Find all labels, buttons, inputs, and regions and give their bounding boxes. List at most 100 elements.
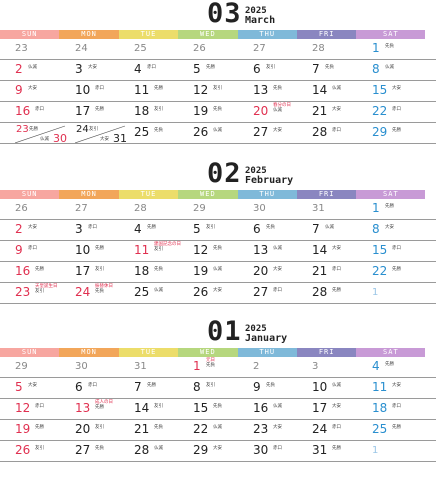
day-cell[interactable]: 25 仏滅 bbox=[134, 283, 192, 303]
day-cell[interactable]: 28 bbox=[134, 199, 192, 219]
day-cell[interactable]: 21 赤口 bbox=[312, 262, 370, 282]
day-cell[interactable]: 1 先負 bbox=[372, 39, 430, 59]
day-cell[interactable]: 22 赤口 bbox=[372, 102, 430, 122]
day-cell[interactable]: 31 bbox=[134, 357, 192, 377]
day-cell[interactable]: 17 先勝 bbox=[75, 102, 133, 122]
day-cell[interactable]: 14 大安 bbox=[312, 241, 370, 261]
day-cell[interactable]: 10 赤口 bbox=[75, 81, 133, 101]
day-cell[interactable]: 18 先負 bbox=[134, 262, 192, 282]
day-cell[interactable]: 8 大安 bbox=[372, 220, 430, 240]
day-cell[interactable]: 23 天皇誕生日 友引 bbox=[15, 283, 73, 303]
day-cell[interactable]: 26 仏滅 bbox=[193, 123, 251, 143]
day-cell[interactable]: 23 大安 bbox=[253, 420, 311, 440]
day-cell[interactable]: 14 仏滅 bbox=[312, 81, 370, 101]
day-cell[interactable]: 7 先負 bbox=[312, 60, 370, 80]
day-cell[interactable]: 2 仏滅 bbox=[15, 60, 73, 80]
day-cell[interactable]: 12 先負 bbox=[193, 241, 251, 261]
day-cell[interactable]: 3 赤口 bbox=[75, 220, 133, 240]
day-cell[interactable]: 9 赤口 bbox=[15, 241, 73, 261]
day-cell[interactable]: 19 仏滅 bbox=[193, 262, 251, 282]
day-cell[interactable]: 25 先勝 bbox=[372, 420, 430, 440]
day-cell[interactable]: 16 先勝 bbox=[15, 262, 73, 282]
day-cell[interactable]: 7 先勝 bbox=[134, 378, 192, 398]
day-cell[interactable]: 20 大安 bbox=[253, 262, 311, 282]
day-cell[interactable]: 27 bbox=[75, 199, 133, 219]
day-cell[interactable]: 16 赤口 bbox=[15, 102, 73, 122]
day-cell[interactable]: 14 友引 bbox=[134, 399, 192, 419]
day-cell[interactable]: 28 bbox=[312, 39, 370, 59]
day-cell[interactable]: 1 先勝 bbox=[372, 199, 430, 219]
day-cell[interactable]: 6 赤口 bbox=[75, 378, 133, 398]
day-cell[interactable]: 27 大安 bbox=[253, 123, 311, 143]
day-cell[interactable]: 10 仏滅 bbox=[312, 378, 370, 398]
day-cell[interactable]: 22 先勝 bbox=[372, 262, 430, 282]
day-cell[interactable]: 3 大安 bbox=[75, 60, 133, 80]
day-cell[interactable]: 18 友引 bbox=[134, 102, 192, 122]
day-cell[interactable]: 2 大安 bbox=[15, 220, 73, 240]
day-cell[interactable]: 26 bbox=[193, 39, 251, 59]
day-cell[interactable]: 27 赤口 bbox=[253, 283, 311, 303]
day-cell[interactable]: 31 bbox=[312, 199, 370, 219]
day-cell[interactable]: 10 先勝 bbox=[75, 241, 133, 261]
day-cell[interactable]: 28 仏滅 bbox=[134, 441, 192, 461]
day-cell[interactable]: 1 元日 先負 bbox=[193, 357, 251, 377]
day-cell[interactable]: 4 先勝 bbox=[372, 357, 430, 377]
day-cell[interactable]: 29 bbox=[15, 357, 73, 377]
day-cell[interactable]: 21 先負 bbox=[134, 420, 192, 440]
day-cell[interactable]: 24 友引 31 大安 bbox=[75, 123, 133, 145]
day-cell[interactable]: 8 仏滅 bbox=[372, 60, 430, 80]
day-cell[interactable]: 28 先勝 bbox=[312, 283, 370, 303]
day-cell[interactable]: 26 大安 bbox=[193, 283, 251, 303]
day-cell[interactable]: 11 先勝 bbox=[134, 81, 192, 101]
day-cell[interactable]: 1 bbox=[372, 283, 430, 303]
day-cell[interactable]: 28 赤口 bbox=[312, 123, 370, 143]
day-cell[interactable]: 29 bbox=[193, 199, 251, 219]
day-cell[interactable]: 24 振替休日 先負 bbox=[75, 283, 133, 303]
day-cell[interactable]: 5 友引 bbox=[193, 220, 251, 240]
day-cell[interactable]: 6 先負 bbox=[253, 220, 311, 240]
day-cell[interactable]: 18 赤口 bbox=[372, 399, 430, 419]
day-cell[interactable]: 27 bbox=[253, 39, 311, 59]
day-cell[interactable]: 19 先負 bbox=[193, 102, 251, 122]
day-cell[interactable]: 17 大安 bbox=[312, 399, 370, 419]
day-cell[interactable]: 12 赤口 bbox=[15, 399, 73, 419]
day-cell[interactable]: 4 赤口 bbox=[134, 60, 192, 80]
day-cell[interactable]: 26 友引 bbox=[15, 441, 73, 461]
day-cell[interactable]: 20 友引 bbox=[75, 420, 133, 440]
day-cell[interactable]: 11 大安 bbox=[372, 378, 430, 398]
day-cell[interactable]: 9 大安 bbox=[15, 81, 73, 101]
day-cell[interactable]: 13 成人の日 先勝 bbox=[75, 399, 133, 419]
day-cell[interactable]: 7 仏滅 bbox=[312, 220, 370, 240]
day-cell[interactable]: 2 bbox=[253, 357, 311, 377]
day-cell[interactable]: 30 bbox=[253, 199, 311, 219]
day-cell[interactable]: 1 bbox=[372, 441, 430, 461]
day-cell[interactable]: 15 先負 bbox=[193, 399, 251, 419]
day-cell[interactable]: 13 先負 bbox=[253, 81, 311, 101]
day-cell[interactable]: 27 先負 bbox=[75, 441, 133, 461]
day-cell[interactable]: 26 bbox=[15, 199, 73, 219]
day-cell[interactable]: 23 bbox=[15, 39, 73, 59]
day-cell[interactable]: 4 先勝 bbox=[134, 220, 192, 240]
day-cell[interactable]: 25 bbox=[134, 39, 192, 59]
day-cell[interactable]: 5 大安 bbox=[15, 378, 73, 398]
day-cell[interactable]: 25 先負 bbox=[134, 123, 192, 143]
day-cell[interactable]: 9 先負 bbox=[253, 378, 311, 398]
day-cell[interactable]: 3 bbox=[312, 357, 370, 377]
day-cell[interactable]: 22 仏滅 bbox=[193, 420, 251, 440]
day-cell[interactable]: 31 先勝 bbox=[312, 441, 370, 461]
day-cell[interactable]: 11 建国記念の日 友引 bbox=[134, 241, 192, 261]
day-cell[interactable]: 6 友引 bbox=[253, 60, 311, 80]
day-cell[interactable]: 23 先勝 30 仏滅 bbox=[15, 123, 73, 145]
day-cell[interactable]: 29 大安 bbox=[193, 441, 251, 461]
day-cell[interactable]: 24 赤口 bbox=[312, 420, 370, 440]
day-cell[interactable]: 30 bbox=[75, 357, 133, 377]
day-cell[interactable]: 8 友引 bbox=[193, 378, 251, 398]
day-cell[interactable]: 13 仏滅 bbox=[253, 241, 311, 261]
day-cell[interactable]: 5 先勝 bbox=[193, 60, 251, 80]
day-cell[interactable]: 24 bbox=[75, 39, 133, 59]
day-cell[interactable]: 12 友引 bbox=[193, 81, 251, 101]
day-cell[interactable]: 15 赤口 bbox=[372, 241, 430, 261]
day-cell[interactable]: 19 先勝 bbox=[15, 420, 73, 440]
day-cell[interactable]: 21 大安 bbox=[312, 102, 370, 122]
day-cell[interactable]: 20 春分の日 仏滅 bbox=[253, 102, 311, 122]
